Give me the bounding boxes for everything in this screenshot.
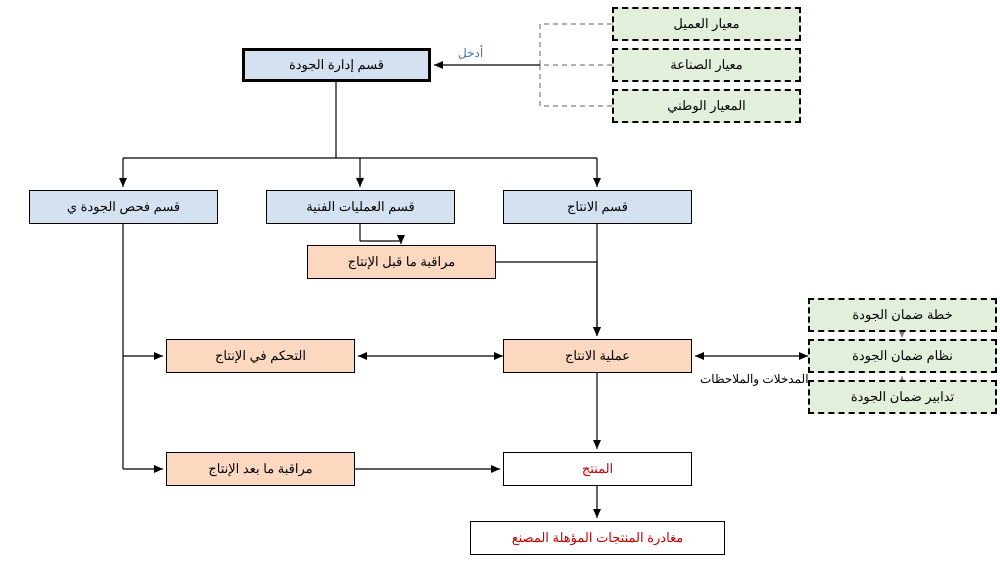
node-std_industry: معيار الصناعة [612,48,801,82]
node-qa_plan: خطة ضمان الجودة [808,298,997,332]
node-qa_system: نظام ضمان الجودة [808,339,997,373]
node-qm_dept: قسم إدارة الجودة [242,48,431,82]
node-tech_dept: قسم العمليات الفنية [266,190,455,224]
node-std_customer: معيار العميل [612,7,801,41]
node-qa_measures: تدابير ضمان الجودة [808,380,997,414]
node-prod_dept: قسم الانتاج [503,190,692,224]
flowchart-canvas: معيار العميل معيار الصناعة المعيار الوطني خ… [0,0,1000,581]
node-std_national: المعيار الوطني [612,89,801,123]
node-prod_control: التحكم في الإنتاج [166,339,355,373]
node-prod_process: عملية الانتاج [503,339,692,373]
edge-label: المدخلات والملاحظات [698,372,811,386]
node-leave_factory: مغادرة المنتجات المؤهلة المصنع [470,521,725,555]
edge-label: أدخل [456,46,485,60]
node-post_mon: مراقبة ما بعد الإنتاج [166,452,355,486]
edges-layer [0,0,1000,581]
node-pre_mon: مراقبة ما قبل الإنتاج [307,245,496,279]
node-product: المنتج [503,452,692,486]
node-qc_dept: قسم فحص الجودة ي [29,190,218,224]
